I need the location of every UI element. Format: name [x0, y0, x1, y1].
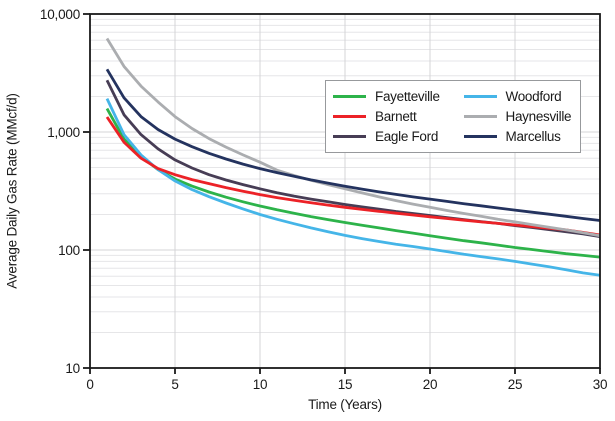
legend-swatch-haynesville: [463, 114, 497, 118]
legend-label-marcellus: Marcellus: [505, 129, 561, 145]
series-line-marcellus: [105, 68, 601, 222]
series-line-barnett: [105, 116, 601, 237]
legend-swatch-fayetteville: [333, 94, 366, 98]
x-tick-label: 5: [171, 377, 178, 392]
legend-item-barnett: Barnett: [333, 106, 464, 126]
x-axis-title: Time (Years): [308, 397, 382, 412]
legend-label-fayetteville: Fayetteville: [375, 88, 440, 104]
x-tick-label: 15: [338, 377, 353, 392]
legend-swatch-marcellus: [463, 135, 497, 139]
legend-item-fayetteville: Fayetteville: [333, 86, 464, 106]
x-tick-label: 25: [508, 377, 523, 392]
x-tick-label: 20: [423, 377, 438, 392]
y-tick-label: 1,000: [47, 125, 80, 140]
legend-item-eagle-ford: Eagle Ford: [333, 127, 464, 147]
y-tick-label: 10,000: [40, 7, 80, 22]
series-line-fayetteville: [105, 107, 601, 259]
legend-item-woodford: Woodford: [463, 86, 579, 106]
legend-label-woodford: Woodford: [505, 88, 562, 104]
legend-swatch-eagle-ford: [333, 135, 366, 139]
legend-label-barnett: Barnett: [375, 108, 417, 124]
legend-swatch-woodford: [463, 94, 497, 98]
y-axis-title: Average Daily Gas Rate (MMcf/d): [4, 93, 20, 289]
legend-item-marcellus: Marcellus: [463, 127, 579, 147]
legend-item-haynesville: Haynesville: [463, 106, 579, 126]
x-tick-label: 0: [86, 377, 93, 392]
series-line-haynesville: [105, 37, 601, 238]
legend-label-haynesville: Haynesville: [505, 108, 572, 124]
series-line-woodford: [105, 98, 601, 277]
legend-label-eagle-ford: Eagle Ford: [375, 129, 439, 145]
legend-swatch-barnett: [333, 114, 366, 118]
x-tick-label: 10: [253, 377, 268, 392]
legend: Fayetteville Woodford Barnett Haynesville Ea…: [325, 80, 581, 153]
y-tick-label: 100: [58, 243, 80, 258]
y-tick-label: 10: [65, 361, 80, 376]
x-tick-label: 30: [593, 377, 608, 392]
